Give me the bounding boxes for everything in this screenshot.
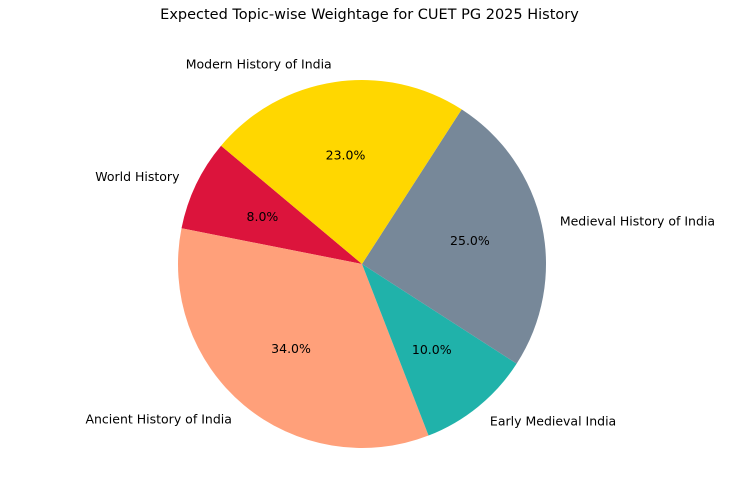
- pie-slice-early-medieval-india: [362, 264, 517, 436]
- slice-category-label: Modern History of India: [186, 56, 332, 71]
- chart-title: Expected Topic-wise Weightage for CUET P…: [160, 7, 579, 23]
- pie-slice-world-history: [181, 145, 362, 264]
- slice-category-label: Medieval History of India: [560, 214, 715, 229]
- slice-percent-label: 10.0%: [412, 342, 452, 357]
- slice-percent-label: 23.0%: [326, 147, 366, 162]
- slice-category-label: Early Medieval India: [490, 413, 616, 428]
- pie-slice-medieval-history-of-india: [362, 109, 547, 364]
- pie-slice-ancient-history-of-india: [178, 228, 429, 448]
- slice-category-label: World History: [95, 169, 180, 184]
- slice-category-label: Ancient History of India: [85, 412, 231, 427]
- slice-percent-label: 8.0%: [247, 209, 279, 224]
- pie-slices: [178, 80, 547, 448]
- pie-slice-modern-history-of-india: [221, 80, 462, 264]
- slice-percent-label: 34.0%: [271, 341, 311, 356]
- pie-labels: 8.0% World History 34.0% Ancient History of…: [85, 56, 715, 428]
- slice-percent-label: 25.0%: [450, 233, 490, 248]
